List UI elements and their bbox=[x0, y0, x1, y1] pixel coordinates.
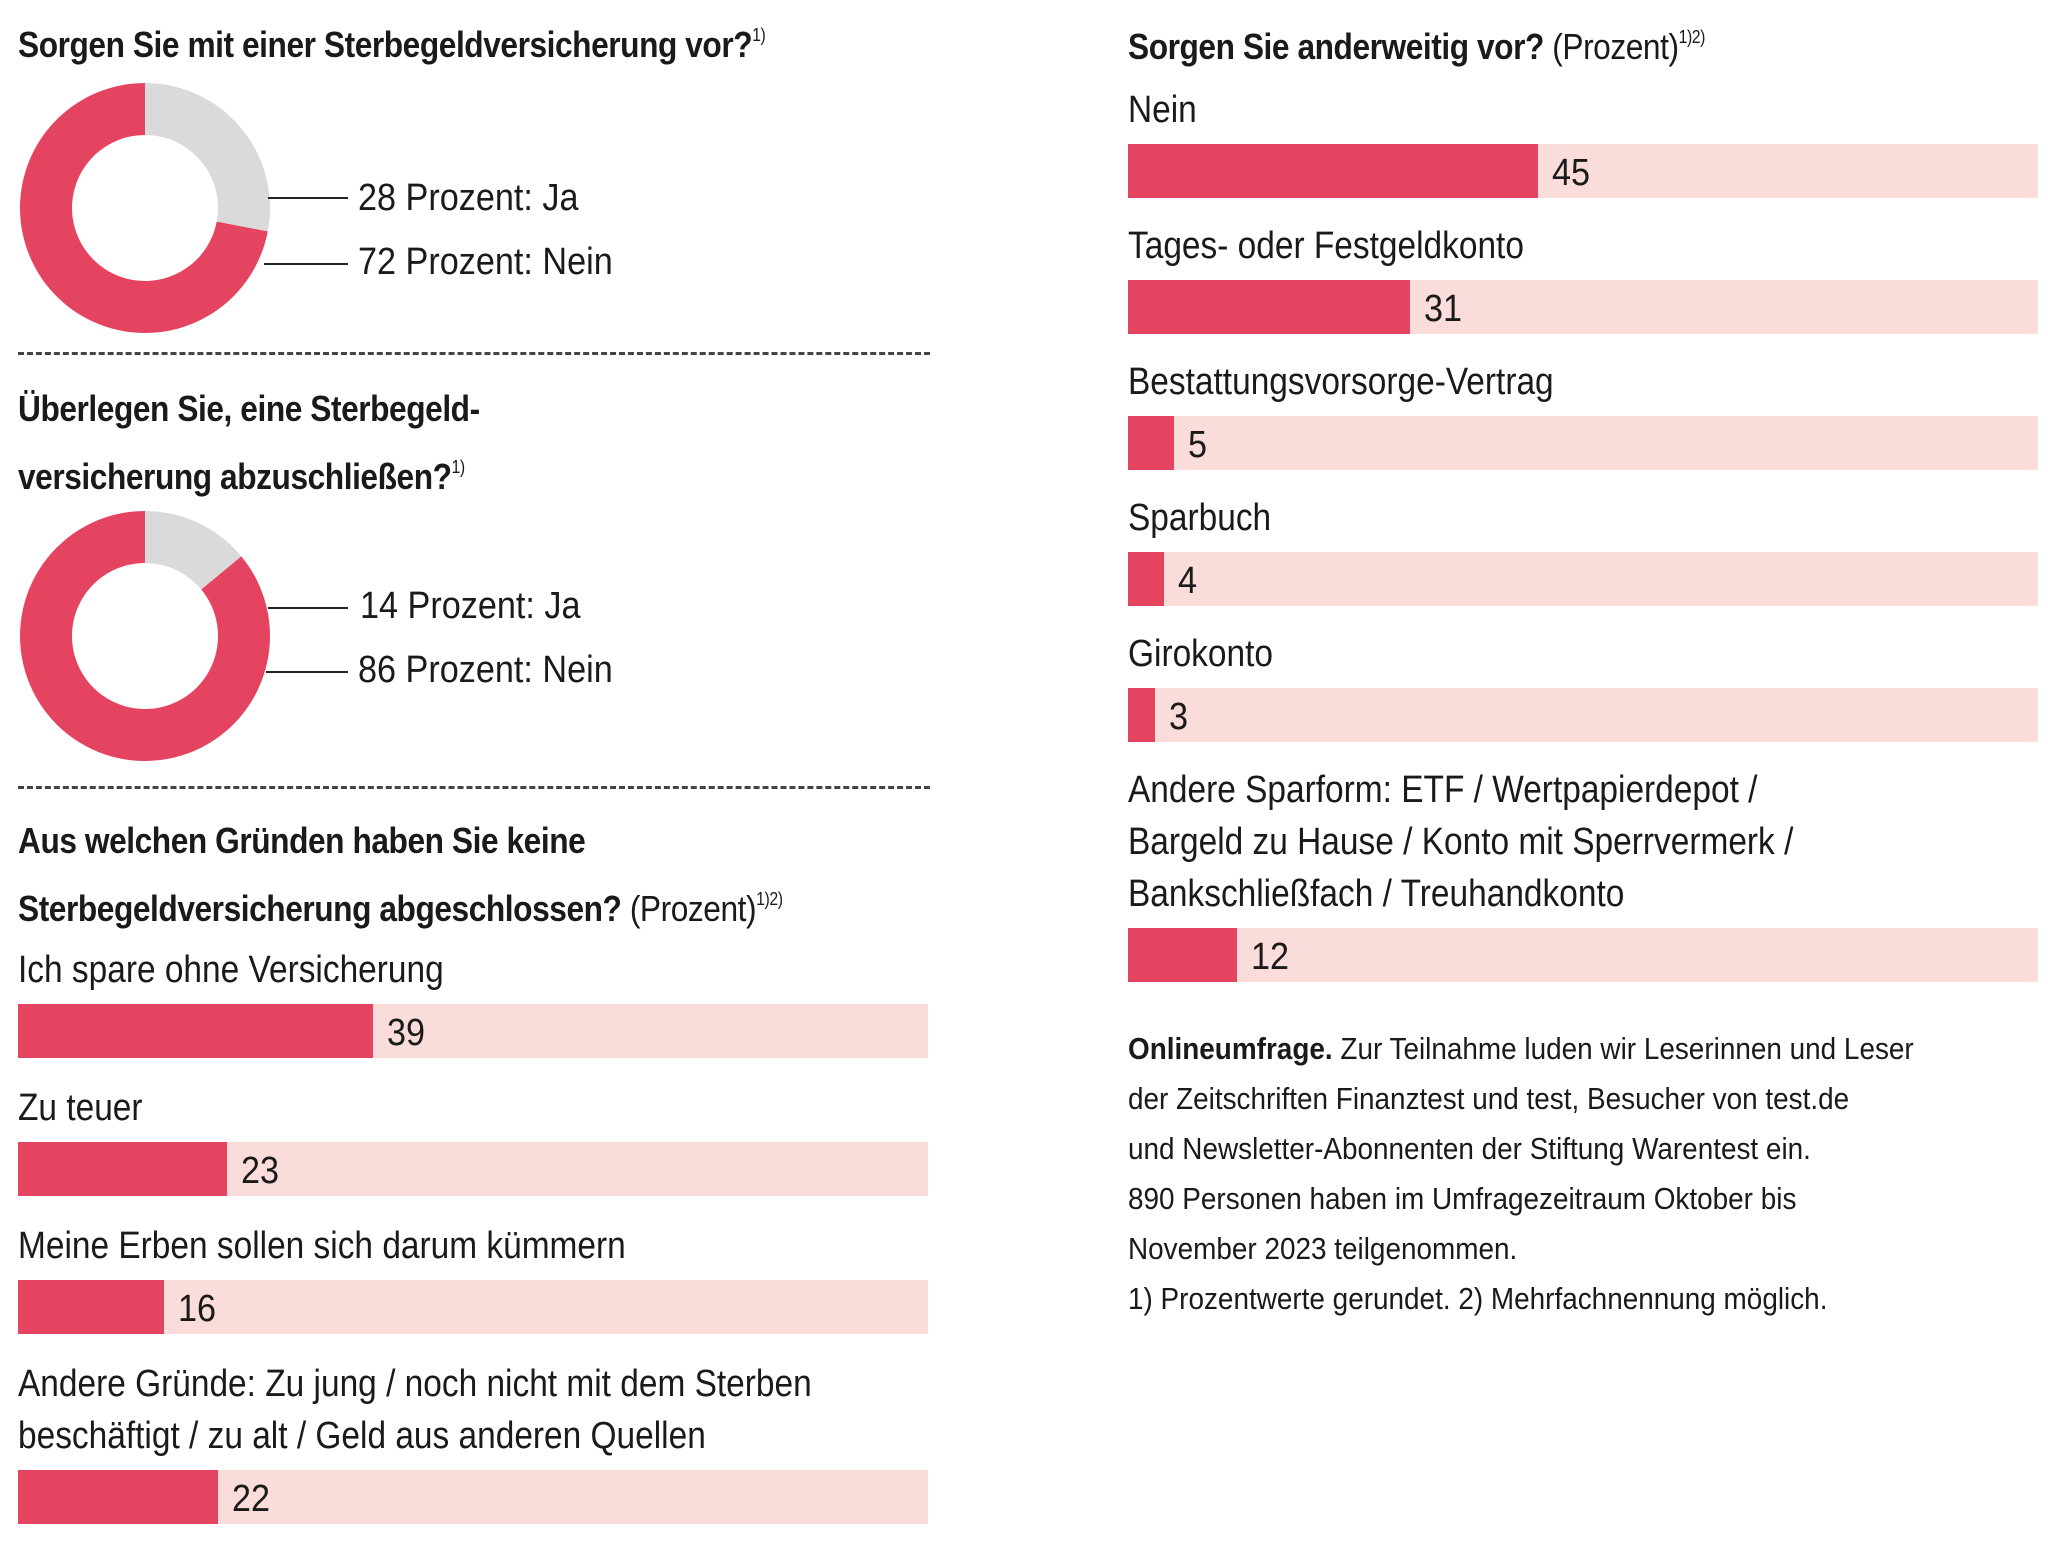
q3-title-line1: Aus welchen Gründen haben Sie keine bbox=[18, 820, 586, 861]
survey-note: Onlineumfrage. Zur Teilnahme luden wir L… bbox=[1128, 1024, 1992, 1324]
q3-bar-label: Meine Erben sollen sich darum kümmern bbox=[18, 1225, 626, 1267]
q3-bar-label: Zu teuer bbox=[18, 1087, 143, 1129]
q2-donut-svg bbox=[19, 511, 348, 761]
q4-bar-value: 45 bbox=[1551, 152, 1590, 194]
q4-bar-track: 12 bbox=[1128, 928, 2038, 982]
q3-bar-value: 39 bbox=[386, 1012, 425, 1054]
q4-bar-fill bbox=[1128, 688, 1156, 742]
divider-1 bbox=[18, 352, 930, 355]
q4-bar-value: 3 bbox=[1169, 696, 1189, 738]
q3-bar-fill bbox=[18, 1470, 219, 1524]
q4-bar-label: Tages- oder Festgeldkonto bbox=[1128, 225, 1524, 267]
q4-bar-fill bbox=[1128, 280, 1411, 334]
note-line-1: Onlineumfrage. Zur Teilnahme luden wir L… bbox=[1128, 1031, 1914, 1066]
note-bold: Onlineumfrage. bbox=[1128, 1031, 1333, 1066]
q3-bar-fill bbox=[18, 1280, 164, 1334]
note-line-6: 1) Prozentwerte gerundet. 2) Mehrfachnen… bbox=[1128, 1281, 1828, 1316]
q1-label-yes: 28 Prozent: Ja bbox=[358, 177, 579, 219]
q4-bar-fill bbox=[1128, 416, 1174, 470]
q4-bar-track: 4 bbox=[1128, 552, 2038, 606]
q3-bar-track: 23 bbox=[18, 1142, 928, 1196]
q4-bar-item: Girokonto 3 bbox=[1128, 628, 2040, 742]
q4-bar-track: 5 bbox=[1128, 416, 2038, 470]
q2-label-yes: 14 Prozent: Ja bbox=[360, 585, 581, 627]
q1-title-block: Sorgen Sie mit einer Sterbegeldversicher… bbox=[18, 6, 867, 74]
q3-bar-fill bbox=[18, 1142, 228, 1196]
q2-donut-chart: 14 Prozent: Ja 86 Prozent: Nein bbox=[18, 508, 918, 768]
q3-bar-item: Meine Erben sollen sich darum kümmern 16 bbox=[18, 1220, 930, 1334]
q4-bar-item: Sparbuch 4 bbox=[1128, 492, 2040, 606]
q1-label-no: 72 Prozent: Nein bbox=[358, 241, 613, 283]
q3-footnote: 1)2) bbox=[756, 889, 783, 909]
q3-title-block: Aus welchen Gründen haben Sie keine Ster… bbox=[18, 812, 887, 938]
note-line-4: 890 Personen haben im Umfragezeitraum Ok… bbox=[1128, 1181, 1797, 1216]
q4-bar-track: 45 bbox=[1128, 144, 2038, 198]
q3-bar-value: 23 bbox=[241, 1150, 280, 1192]
q3-bar-track: 22 bbox=[18, 1470, 928, 1524]
q4-title-block: Sorgen Sie anderweitig vor? (Prozent)1)2… bbox=[1128, 8, 1784, 76]
q1-donut-chart: 28 Prozent: Ja 72 Prozent: Nein bbox=[18, 80, 918, 340]
q2-title-block: Überlegen Sie, eine Sterbegeld- versiche… bbox=[18, 380, 543, 506]
q4-footnote: 1)2) bbox=[1678, 27, 1706, 47]
q3-bar-label: beschäftigt / zu alt / Geld aus anderen … bbox=[18, 1415, 706, 1457]
q1-slice-ja bbox=[145, 83, 270, 232]
q4-bar-item: Andere Sparform: ETF / Wertpapierdepot /… bbox=[1128, 764, 2040, 982]
q2-title-line1: Überlegen Sie, eine Sterbegeld- bbox=[18, 388, 480, 429]
q3-bar-value: 16 bbox=[177, 1288, 216, 1330]
q4-bar-label: Nein bbox=[1128, 89, 1197, 131]
q4-bar-track: 3 bbox=[1128, 688, 2038, 742]
note-line-2: der Zeitschriften Finanztest und test, B… bbox=[1128, 1081, 1850, 1116]
note-line-5: November 2023 teilgenommen. bbox=[1128, 1231, 1518, 1266]
q4-title: Sorgen Sie anderweitig vor? (Prozent)1)2… bbox=[1128, 26, 1706, 67]
q4-bar-label: Andere Sparform: ETF / Wertpapierdepot / bbox=[1128, 769, 1758, 811]
q2-slice-nein bbox=[19, 511, 270, 761]
q4-bar-label: Bankschließfach / Treuhandkonto bbox=[1128, 873, 1625, 915]
q3-bar-value: 22 bbox=[232, 1478, 271, 1520]
q4-bar-item: Nein 45 bbox=[1128, 84, 2040, 198]
q3-bar-label: Ich spare ohne Versicherung bbox=[18, 949, 444, 991]
q3-bar-fill bbox=[18, 1004, 373, 1058]
q4-bar-value: 31 bbox=[1424, 288, 1463, 330]
q4-bar-fill bbox=[1128, 928, 1238, 982]
q2-footnote: 1) bbox=[451, 457, 466, 477]
q4-bar-label: Sparbuch bbox=[1128, 497, 1272, 539]
q1-donut-svg bbox=[20, 83, 348, 333]
q4-bar-track: 31 bbox=[1128, 280, 2038, 334]
q3-bar-item: Ich spare ohne Versicherung 39 bbox=[18, 944, 930, 1058]
q3-bar-track: 16 bbox=[18, 1280, 928, 1334]
q3-bar-item: Andere Gründe: Zu jung / noch nicht mit … bbox=[18, 1358, 930, 1524]
q1-footnote: 1) bbox=[752, 25, 766, 45]
q3-bar-track: 39 bbox=[18, 1004, 928, 1058]
q3-bar-item: Zu teuer 23 bbox=[18, 1082, 930, 1196]
q4-bar-item: Bestattungsvorsorge-Vertrag 5 bbox=[1128, 356, 2040, 470]
q4-bar-value: 5 bbox=[1187, 424, 1207, 466]
q3-bar-label: Andere Gründe: Zu jung / noch nicht mit … bbox=[18, 1363, 812, 1405]
q1-slice-nein bbox=[20, 83, 268, 333]
q4-bar-label: Bestattungsvorsorge-Vertrag bbox=[1128, 361, 1554, 403]
q4-bar-item: Tages- oder Festgeldkonto 31 bbox=[1128, 220, 2040, 334]
q1-title: Sorgen Sie mit einer Sterbegeldversicher… bbox=[18, 24, 766, 65]
q4-bar-fill bbox=[1128, 552, 1165, 606]
q4-bar-label: Girokonto bbox=[1128, 633, 1273, 675]
q2-label-no: 86 Prozent: Nein bbox=[358, 649, 613, 691]
q4-bar-value: 12 bbox=[1251, 936, 1290, 978]
divider-2 bbox=[18, 786, 930, 789]
q4-bar-fill bbox=[1128, 144, 1538, 198]
q2-slice-ja bbox=[145, 511, 242, 590]
note-line-3: und Newsletter-Abonnenten der Stiftung W… bbox=[1128, 1131, 1811, 1166]
q4-bar-label: Bargeld zu Hause / Konto mit Sperrvermer… bbox=[1128, 821, 1794, 863]
q4-bar-value: 4 bbox=[1178, 560, 1198, 602]
q2-title-line2: versicherung abzuschließen?1) bbox=[18, 456, 466, 497]
q3-title-line2: Sterbegeldversicherung abgeschlossen? (P… bbox=[18, 888, 783, 929]
